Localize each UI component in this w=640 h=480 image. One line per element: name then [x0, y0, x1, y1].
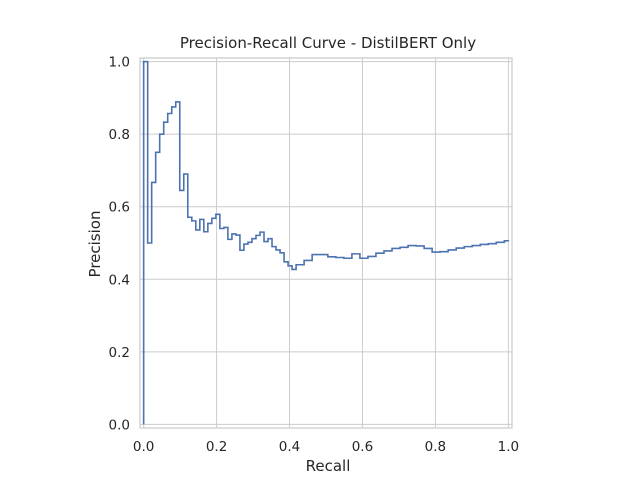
x-tick-label: 0.0: [133, 439, 154, 455]
plot-frame: [139, 57, 513, 429]
y-tick-label: 0.8: [109, 127, 130, 143]
x-ticks: 0.0 0.2 0.4 0.6 0.8 1.0: [133, 439, 519, 455]
y-tick-label: 1.0: [109, 55, 130, 71]
grid: [140, 58, 512, 428]
x-tick-label: 1.0: [498, 439, 519, 455]
x-axis-label: Recall: [306, 457, 351, 475]
x-tick-label: 0.4: [279, 439, 300, 455]
y-tick-label: 0.2: [109, 345, 130, 361]
chart-title: Precision-Recall Curve - DistilBERT Only: [180, 34, 476, 52]
y-tick-label: 0.4: [109, 272, 130, 288]
x-tick-label: 0.6: [352, 439, 373, 455]
y-ticks: 0.0 0.2 0.4 0.6 0.8 1.0: [109, 55, 130, 434]
pr-curve-line: [142, 60, 510, 425]
x-tick-label: 0.8: [425, 439, 446, 455]
y-tick-label: 0.0: [109, 417, 130, 433]
x-tick-label: 0.2: [206, 439, 227, 455]
y-axis-label: Precision: [86, 211, 104, 278]
y-tick-label: 0.6: [109, 200, 130, 216]
